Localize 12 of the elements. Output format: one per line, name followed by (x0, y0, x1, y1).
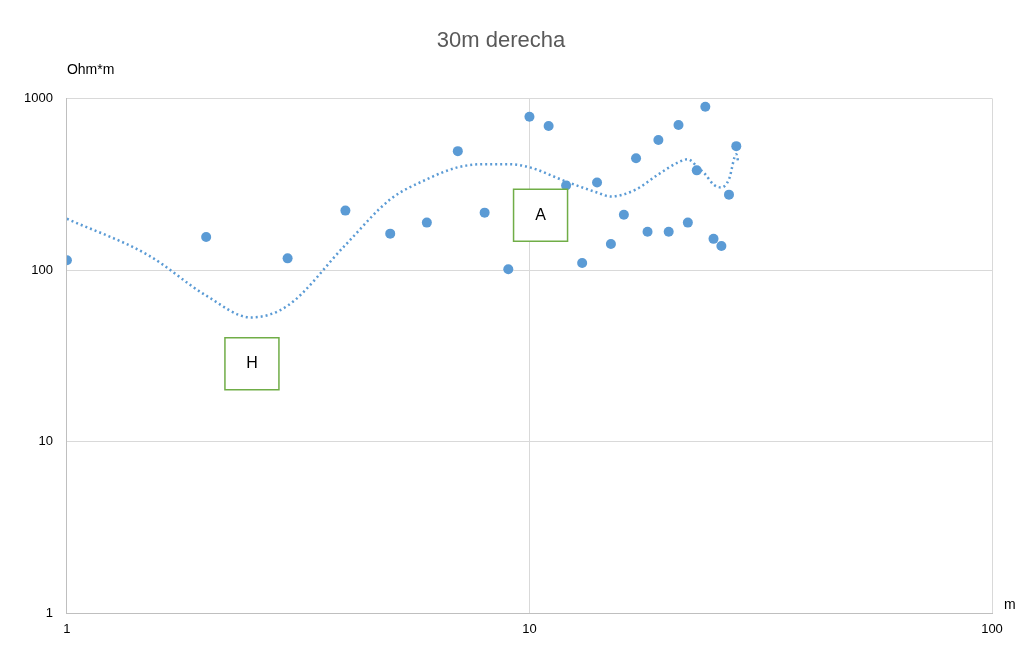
annotation: A (535, 205, 547, 223)
y-tick-label: 1 (45, 604, 53, 620)
x-axis-title: m (1004, 596, 1016, 613)
y-axis-title: Ohm*m (66, 61, 115, 78)
y-tick-label: 1000 (24, 89, 53, 105)
x-tick-label: 100 (981, 620, 1003, 636)
y-tick-label: 100 (31, 261, 53, 277)
annotation: H (246, 354, 258, 372)
x-tick-label: 1 (63, 620, 71, 636)
y-tick-label: 10 (38, 433, 53, 449)
chart-title: 30m derecha (436, 27, 566, 53)
x-tick-label: 10 (522, 620, 537, 636)
